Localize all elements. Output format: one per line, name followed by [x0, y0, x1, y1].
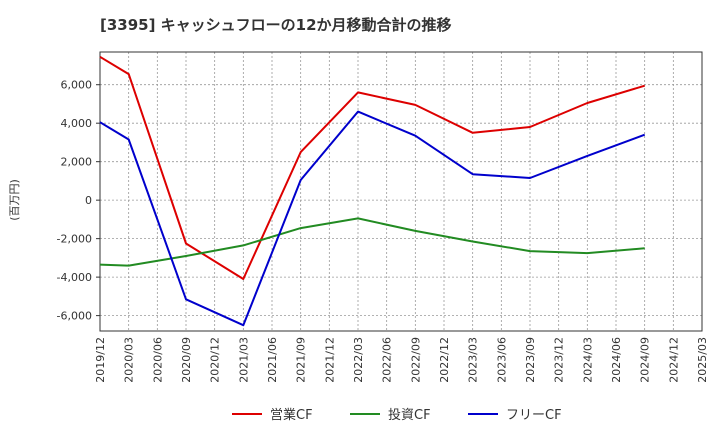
series-line-投資CF [99, 217, 645, 267]
series-line-営業CF [99, 55, 645, 280]
y-axis-label: (百万円) [8, 179, 21, 221]
x-tick-label: 2022/06 [381, 337, 394, 383]
x-tick-label: 2022/09 [409, 337, 422, 383]
grid-layer [100, 52, 702, 331]
x-tick-label: 2021/09 [295, 337, 308, 383]
series-layer [99, 55, 646, 327]
legend-label: フリーCF [506, 408, 562, 423]
x-tick-label: 2021/06 [266, 337, 279, 383]
x-tick-label: 2023/06 [495, 337, 508, 383]
x-tick-label: 2020/12 [209, 337, 222, 383]
chart-title: [3395] キャッシュフローの12か月移動合計の推移 [100, 16, 452, 34]
axis-layer: 2019/12 2020/03 2020/06 2020/09 2020/12 2021/… [57, 51, 709, 383]
x-tick-label: 2025/03 [696, 337, 709, 383]
legend-label: 営業CF [270, 407, 313, 423]
x-tick-label: 2024/06 [610, 337, 623, 383]
x-tick-label: 2023/09 [524, 337, 537, 383]
x-tick-label: 2024/09 [639, 337, 652, 383]
x-tick-label: 2024/12 [667, 337, 680, 383]
plot-area-frame [99, 51, 703, 332]
y-tick-label: -6,000 [57, 310, 92, 323]
x-tick-label: 2022/03 [352, 337, 365, 383]
y-tick-label: 6,000 [61, 79, 93, 92]
x-tick-label: 2020/03 [123, 337, 136, 383]
y-tick-label: -2,000 [57, 233, 92, 246]
x-tick-label: 2023/12 [553, 337, 566, 383]
series-line-フリーCF [99, 110, 646, 327]
y-tick-label: 0 [85, 194, 92, 207]
x-tick-label: 2020/09 [180, 337, 193, 383]
x-tick-label: 2019/12 [94, 337, 107, 383]
legend-label: 投資CF [388, 407, 431, 423]
legend: 営業CF 投資CF フリーCF [232, 407, 562, 423]
x-tick-label: 2020/06 [151, 337, 164, 383]
x-tick-label: 2021/12 [323, 337, 336, 383]
y-tick-label: -4,000 [57, 271, 92, 284]
x-tick-label: 2022/12 [438, 337, 451, 383]
x-tick-label: 2024/03 [581, 337, 594, 383]
x-tick-label: 2021/03 [237, 337, 250, 383]
x-tick-label: 2023/03 [467, 337, 480, 383]
y-tick-label: 2,000 [61, 156, 93, 169]
y-tick-label: 4,000 [61, 117, 93, 130]
